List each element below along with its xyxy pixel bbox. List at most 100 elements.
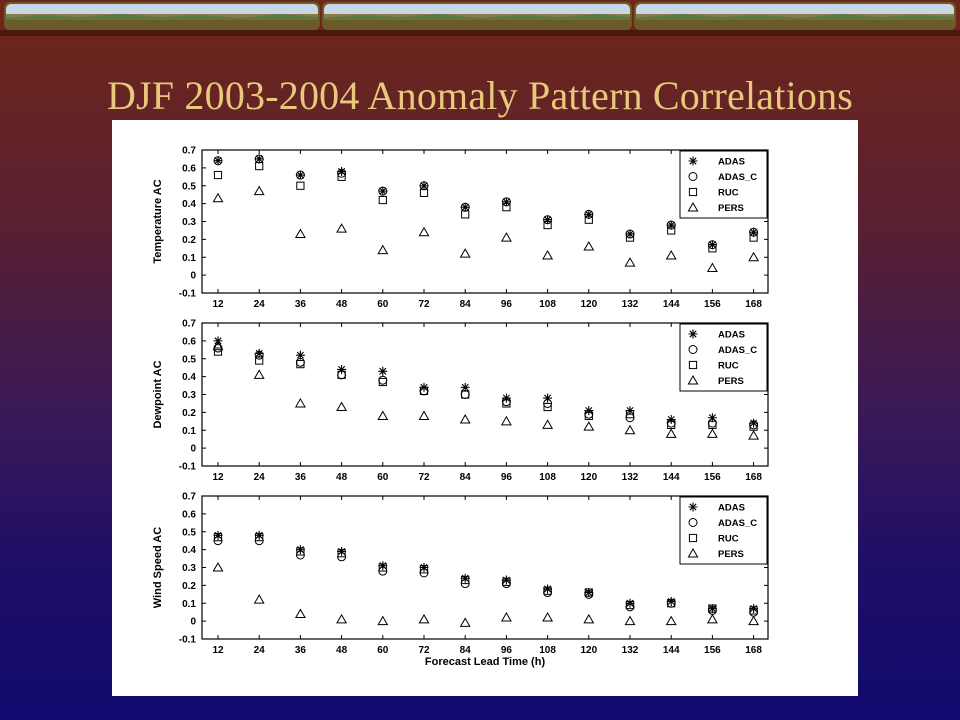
data-point-pers (665, 428, 677, 438)
x-tick-label: 96 (501, 472, 513, 483)
y-tick-label: 0.4 (182, 545, 196, 556)
y-axis-label: Dewpoint AC (152, 360, 164, 428)
data-point-pers (459, 248, 471, 258)
data-point-adas (213, 156, 223, 166)
data-point-pers (294, 608, 306, 618)
data-point-adas (337, 166, 347, 176)
data-point-ruc (461, 575, 470, 585)
y-tick-label: -0.1 (179, 462, 197, 473)
data-point-pers (377, 410, 389, 420)
data-point-adas (378, 561, 388, 571)
data-point-pers (542, 419, 554, 429)
data-point-ruc (461, 390, 470, 399)
y-tick-label: 0.3 (182, 563, 196, 574)
data-point-adas (543, 393, 553, 403)
y-tick-label: 0 (190, 617, 196, 628)
x-tick-label: 72 (418, 299, 430, 310)
data-point-ruc (255, 356, 264, 365)
legend-marker-pers (687, 201, 699, 212)
legend-label: RUC (718, 534, 739, 545)
data-point-ruc (255, 533, 264, 542)
data-point-ruc (625, 600, 635, 610)
data-point-adas_c (584, 209, 594, 219)
y-tick-label: 0.7 (182, 492, 196, 503)
data-point-ruc (378, 195, 387, 205)
data-point-pers (253, 594, 265, 604)
data-point-pers (459, 617, 471, 627)
x-tick-label: 156 (704, 472, 721, 483)
data-point-ruc (667, 599, 676, 608)
chart-panel: -0.1 0 0.1 0.2 0.3 0.4 0.5 0.6 0.7 12 24 36 48 60 72 84… (112, 120, 858, 696)
x-tick-label: 48 (336, 645, 348, 656)
data-point-pers (748, 251, 760, 262)
data-point-adas (254, 530, 264, 540)
series-adas_c (213, 343, 759, 430)
x-tick-label: 120 (580, 472, 597, 483)
series-pers (212, 185, 760, 272)
x-tick-label: 12 (212, 299, 224, 310)
data-point-adas (254, 154, 264, 164)
data-point-adas (295, 350, 305, 360)
legend-label: PERS (718, 376, 744, 387)
data-point-adas_c (254, 350, 264, 360)
legend-marker-adas_c (688, 345, 698, 354)
y-tick-label: 0.2 (182, 235, 196, 246)
series-adas_c (213, 536, 759, 617)
data-point-adas (419, 181, 429, 191)
x-tick-label: 84 (460, 472, 472, 483)
y-tick-label: 0.2 (182, 408, 196, 419)
series-adas (213, 530, 759, 614)
data-point-pers (336, 223, 348, 233)
data-point-ruc (419, 386, 429, 396)
data-point-adas (378, 366, 388, 376)
data-point-pers (624, 424, 636, 435)
data-point-adas_c (295, 170, 305, 180)
x-tick-label: 168 (745, 299, 762, 310)
data-point-adas (337, 364, 347, 374)
data-point-adas (337, 546, 347, 556)
data-point-adas_c (666, 220, 676, 230)
data-point-pers (706, 428, 718, 438)
x-tick-label: 84 (460, 299, 472, 310)
y-tick-label: 0.5 (182, 354, 196, 365)
slide-title: DJF 2003-2004 Anomaly Pattern Correlatio… (106, 73, 854, 118)
legend-marker-adas_c (688, 518, 698, 527)
data-point-ruc (255, 161, 264, 171)
data-point-ruc (625, 410, 635, 419)
data-point-adas (543, 215, 553, 225)
legend-label: RUC (718, 361, 739, 372)
data-point-pers (748, 615, 760, 626)
data-point-adas (584, 209, 594, 219)
data-point-adas_c (749, 227, 759, 237)
data-point-ruc (213, 170, 223, 180)
legend: ADAS ADAS_C RUC PERS (679, 323, 768, 392)
data-point-adas (254, 348, 264, 358)
data-point-pers (418, 410, 430, 420)
data-point-adas (419, 563, 429, 572)
data-point-pers (377, 615, 389, 626)
x-tick-label: 168 (745, 472, 762, 483)
y-tick-label: 0.1 (182, 599, 196, 610)
data-point-ruc (461, 210, 470, 219)
data-point-ruc (378, 377, 387, 387)
legend-marker-pers (687, 547, 699, 558)
data-point-pers (500, 232, 512, 242)
legend-marker-ruc (688, 533, 698, 543)
data-point-adas (295, 545, 305, 555)
x-tick-label: 144 (663, 472, 680, 483)
data-point-pers (748, 430, 760, 440)
x-tick-label: 108 (539, 472, 556, 483)
decorative-banner (0, 0, 960, 36)
data-point-pers (542, 249, 554, 260)
x-tick-label: 60 (377, 645, 389, 656)
data-point-pers (212, 340, 224, 351)
y-tick-label: 0.1 (182, 253, 196, 264)
legend-label: ADAS_C (718, 172, 757, 183)
data-point-pers (212, 561, 224, 572)
chart-1: -0.1 0 0.1 0.2 0.3 0.4 0.5 0.6 0.7 12 24 36 48 60 72 84… (152, 146, 769, 310)
data-point-ruc (213, 347, 223, 356)
y-tick-label: 0.7 (182, 146, 196, 157)
x-tick-label: 108 (539, 645, 556, 656)
data-point-ruc (584, 215, 593, 224)
data-point-pers (665, 249, 677, 260)
